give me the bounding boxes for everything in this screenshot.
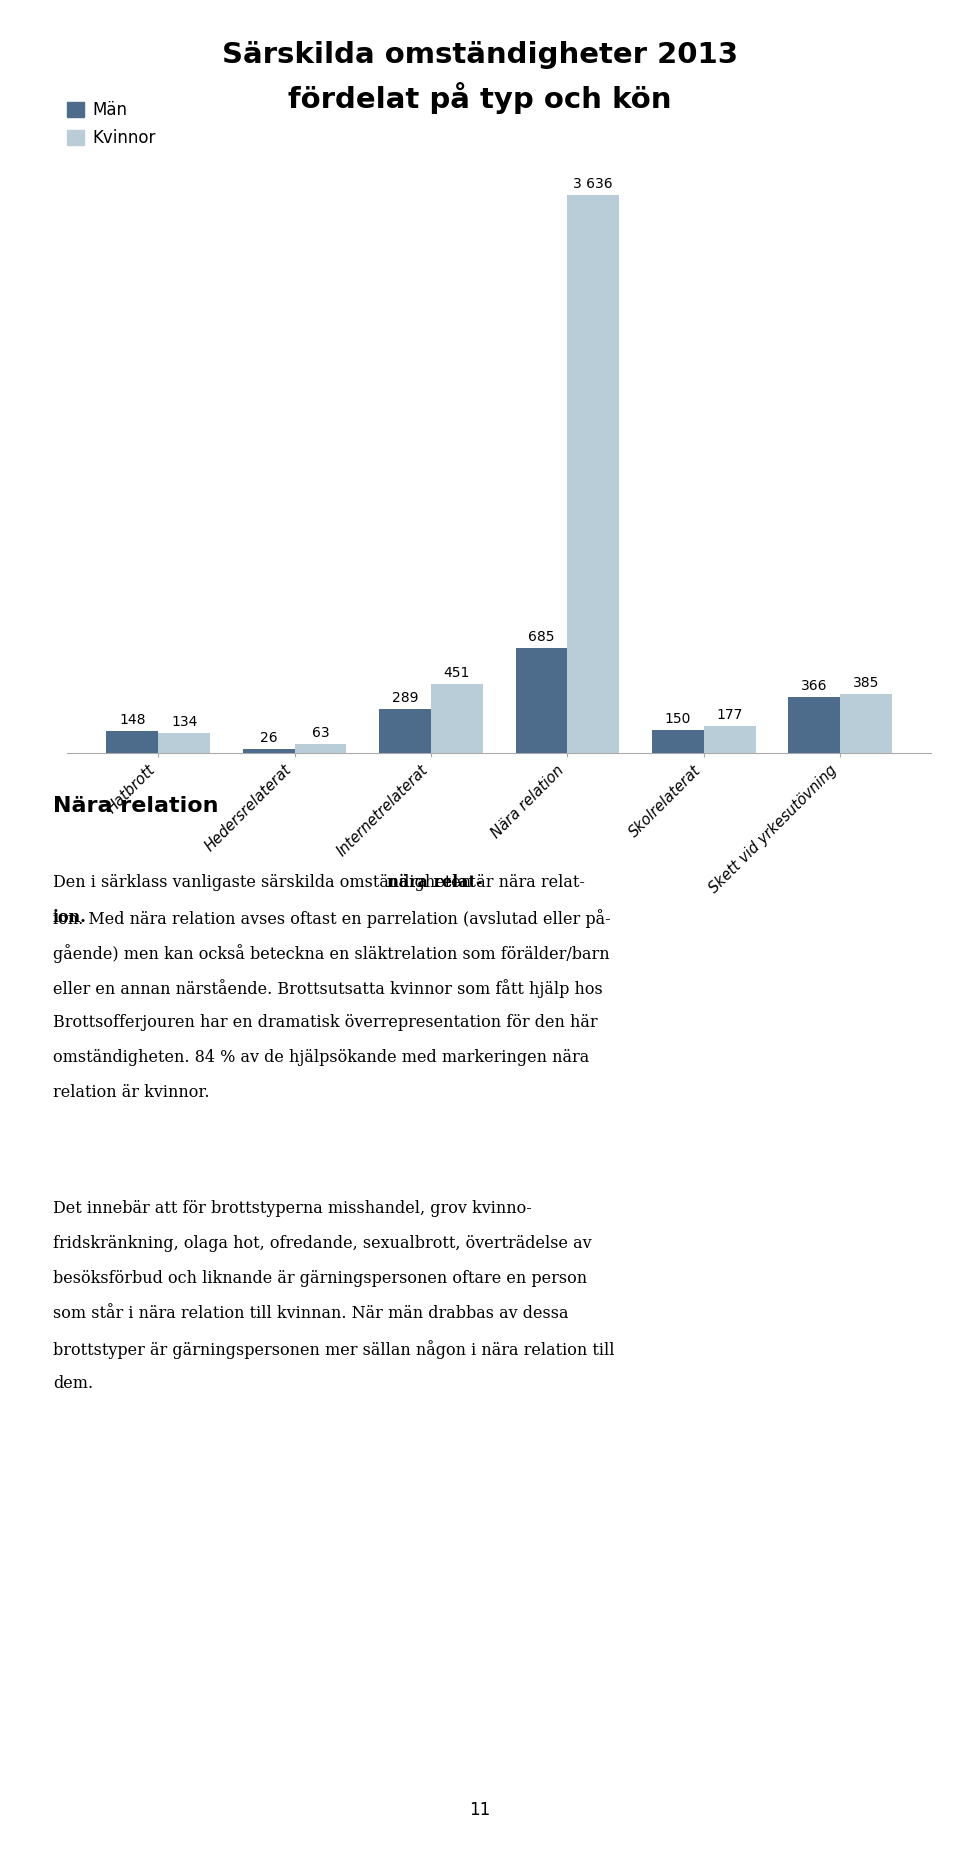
Text: 148: 148 [119,712,146,727]
Text: Det innebär att för brottstyperna misshandel, grov kvinno-: Det innebär att för brottstyperna missha… [53,1200,532,1218]
Text: gående) men kan också beteckna en släktrelation som förälder/barn: gående) men kan också beteckna en släktr… [53,945,610,963]
Bar [243,750,295,753]
Text: Särskilda omständigheter 2013: Särskilda omständigheter 2013 [222,41,738,69]
Text: nära relat-: nära relat- [387,874,482,891]
Text: som står i nära relation till kvinnan. När män drabbas av dessa: som står i nära relation till kvinnan. N… [53,1306,568,1322]
Text: 63: 63 [312,725,329,740]
Text: 177: 177 [716,709,743,722]
Bar [516,647,567,753]
Bar [840,694,892,753]
Text: besöksförbud och liknande är gärningspersonen oftare en person: besöksförbud och liknande är gärningsper… [53,1270,587,1287]
Text: eller en annan närstående. Brottsutsatta kvinnor som fått hjälp hos: eller en annan närstående. Brottsutsatta… [53,978,603,999]
Text: 451: 451 [444,666,470,681]
Text: omständigheten. 84 % av de hjälpsökande med markeringen nära: omständigheten. 84 % av de hjälpsökande … [53,1049,589,1066]
Bar [788,698,840,753]
Text: 366: 366 [801,679,828,694]
Bar [704,725,756,753]
Text: 26: 26 [260,731,277,746]
Text: fördelat på typ och kön: fördelat på typ och kön [288,82,672,113]
Text: brottstyper är gärningspersonen mer sällan någon i nära relation till: brottstyper är gärningspersonen mer säll… [53,1341,614,1360]
Bar [295,744,347,753]
Bar [652,731,704,753]
Bar [158,733,210,753]
Text: ion.: ion. [53,910,86,926]
Text: 289: 289 [392,692,419,705]
Text: Brottsofferjouren har en dramatisk överrepresentation för den här: Brottsofferjouren har en dramatisk överr… [53,1014,597,1030]
Text: ion. Med nära relation avses oftast en parrelation (avslutad eller på-: ion. Med nära relation avses oftast en p… [53,910,611,928]
Bar [431,684,483,753]
Text: Den i särklass vanligaste särskilda omständigheten är nära relat-: Den i särklass vanligaste särskilda omst… [53,874,585,891]
Text: 150: 150 [664,712,691,727]
Text: 385: 385 [852,677,879,690]
Bar [379,709,431,753]
Text: dem.: dem. [53,1375,93,1393]
Text: 11: 11 [469,1800,491,1819]
Legend: Män, Kvinnor: Män, Kvinnor [67,100,156,147]
Bar [567,195,619,753]
Text: fridskränkning, olaga hot, ofredande, sexualbrott, överträdelse av: fridskränkning, olaga hot, ofredande, se… [53,1235,591,1252]
Text: Nära relation: Nära relation [53,796,218,817]
Text: 3 636: 3 636 [573,177,613,192]
Bar [107,731,158,753]
Text: relation är kvinnor.: relation är kvinnor. [53,1084,209,1101]
Text: 685: 685 [528,631,555,644]
Text: 134: 134 [171,714,198,729]
